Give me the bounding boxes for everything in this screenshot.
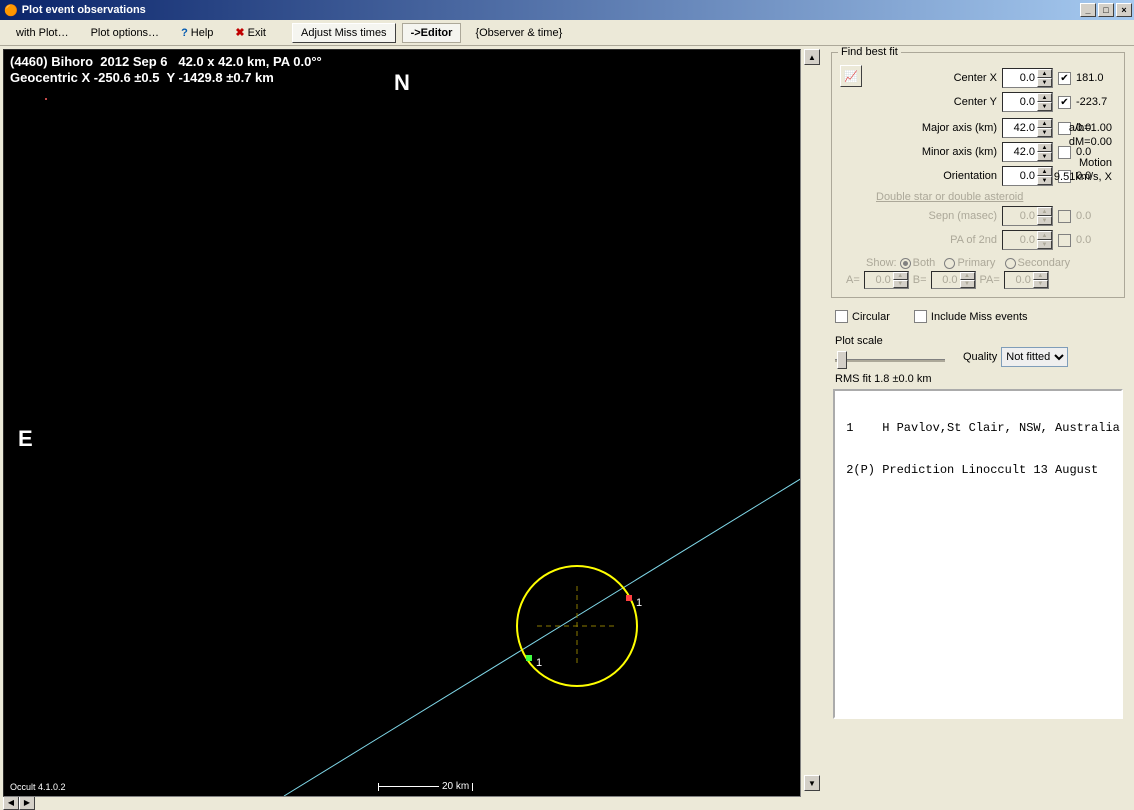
observation-list[interactable]: 1 H Pavlov,St Clair, NSW, Australia 2(P)… xyxy=(833,389,1123,719)
center-x-check[interactable]: ✔ xyxy=(1058,72,1071,85)
adjust-miss-button[interactable]: Adjust Miss times xyxy=(292,23,396,43)
with-plot-menu[interactable]: with Plot… xyxy=(6,24,79,42)
plot-canvas[interactable]: 1 1 (4460) Bihoro 2012 Sep 6 42.0 x 42.0… xyxy=(3,49,801,797)
center-y-check[interactable]: ✔ xyxy=(1058,96,1071,109)
exit-icon: ✖ xyxy=(235,27,244,39)
chord-line xyxy=(284,478,801,796)
scale-bar: 20 km xyxy=(378,781,473,792)
fit-icon[interactable]: 📈 xyxy=(840,65,862,87)
scroll-down-button[interactable]: ▼ xyxy=(804,775,820,791)
plot-svg: 1 1 xyxy=(4,50,801,797)
editor-button[interactable]: ->Editor xyxy=(402,23,462,43)
plot-scale-label: Plot scale xyxy=(835,335,945,347)
plot-vscroll[interactable]: ▲ ▼ xyxy=(804,49,820,791)
sepn-input: ▲▼ xyxy=(1002,206,1053,226)
titlebar: 🟠 Plot event observations _ □ × xyxy=(0,0,1134,20)
observer-time-label: {Observer & time} xyxy=(465,24,572,42)
exit-marker-label: 1 xyxy=(536,657,542,669)
show-both-radio xyxy=(900,258,911,269)
show-primary-radio xyxy=(944,258,955,269)
minimize-button[interactable]: _ xyxy=(1080,3,1096,17)
north-label: N xyxy=(394,70,410,96)
maximize-button[interactable]: □ xyxy=(1098,3,1114,17)
a-input: ▲▼ xyxy=(864,271,909,289)
center-y-input[interactable]: ▲▼ xyxy=(1002,92,1053,112)
pa2nd-check xyxy=(1058,234,1071,247)
pa2nd-input: ▲▼ xyxy=(1002,230,1053,250)
stray-dot xyxy=(45,98,47,100)
list-item[interactable]: 2(P) Prediction Linoccult 13 August xyxy=(839,463,1117,477)
include-miss-check[interactable] xyxy=(914,310,927,323)
orientation-input[interactable]: ▲▼ xyxy=(1002,166,1053,186)
double-star-header: Double star or double asteroid xyxy=(876,191,1116,203)
exit-marker xyxy=(526,655,532,661)
rms-label: RMS fit 1.8 ±0.0 km xyxy=(835,373,1121,385)
close-button[interactable]: × xyxy=(1116,3,1132,17)
scroll-up-button[interactable]: ▲ xyxy=(804,49,820,65)
help-menu[interactable]: ?Help xyxy=(171,24,223,42)
major-axis-input[interactable]: ▲▼ xyxy=(1002,118,1053,138)
entry-marker xyxy=(626,595,632,601)
toolbar: with Plot… Plot options… ?Help ✖Exit Adj… xyxy=(0,20,1134,46)
find-best-fit-group: Find best fit a/b=1.00 dM=0.00 Motion 9.… xyxy=(831,52,1125,298)
exit-menu[interactable]: ✖Exit xyxy=(225,23,276,42)
pa-input: ▲▼ xyxy=(1004,271,1049,289)
b-input: ▲▼ xyxy=(931,271,976,289)
sepn-check xyxy=(1058,210,1071,223)
entry-marker-label: 1 xyxy=(636,597,642,609)
plot-options-menu[interactable]: Plot options… xyxy=(81,24,169,42)
plot-title-line2: Geocentric X -250.6 ±0.5 Y -1429.8 ±0.7 … xyxy=(10,70,274,85)
east-label: E xyxy=(18,426,33,452)
group-legend: Find best fit xyxy=(838,46,901,58)
show-secondary-radio xyxy=(1005,258,1016,269)
list-item[interactable]: 1 H Pavlov,St Clair, NSW, Australia xyxy=(839,421,1117,435)
window-title: Plot event observations xyxy=(22,4,146,16)
plot-title-line1: (4460) Bihoro 2012 Sep 6 42.0 x 42.0 km,… xyxy=(10,54,322,69)
fit-stats: a/b=1.00 dM=0.00 Motion 9.51km/s, X xyxy=(1054,121,1112,184)
circular-check[interactable] xyxy=(835,310,848,323)
app-icon: 🟠 xyxy=(4,4,18,17)
plot-scale-slider[interactable] xyxy=(835,347,945,367)
help-icon: ? xyxy=(181,27,188,39)
center-x-input[interactable]: ▲▼ xyxy=(1002,68,1053,88)
version-label: Occult 4.1.0.2 xyxy=(10,782,66,792)
minor-axis-input[interactable]: ▲▼ xyxy=(1002,142,1053,162)
quality-select[interactable]: Not fitted xyxy=(1001,347,1068,367)
side-panel: Find best fit a/b=1.00 dM=0.00 Motion 9.… xyxy=(823,46,1133,794)
